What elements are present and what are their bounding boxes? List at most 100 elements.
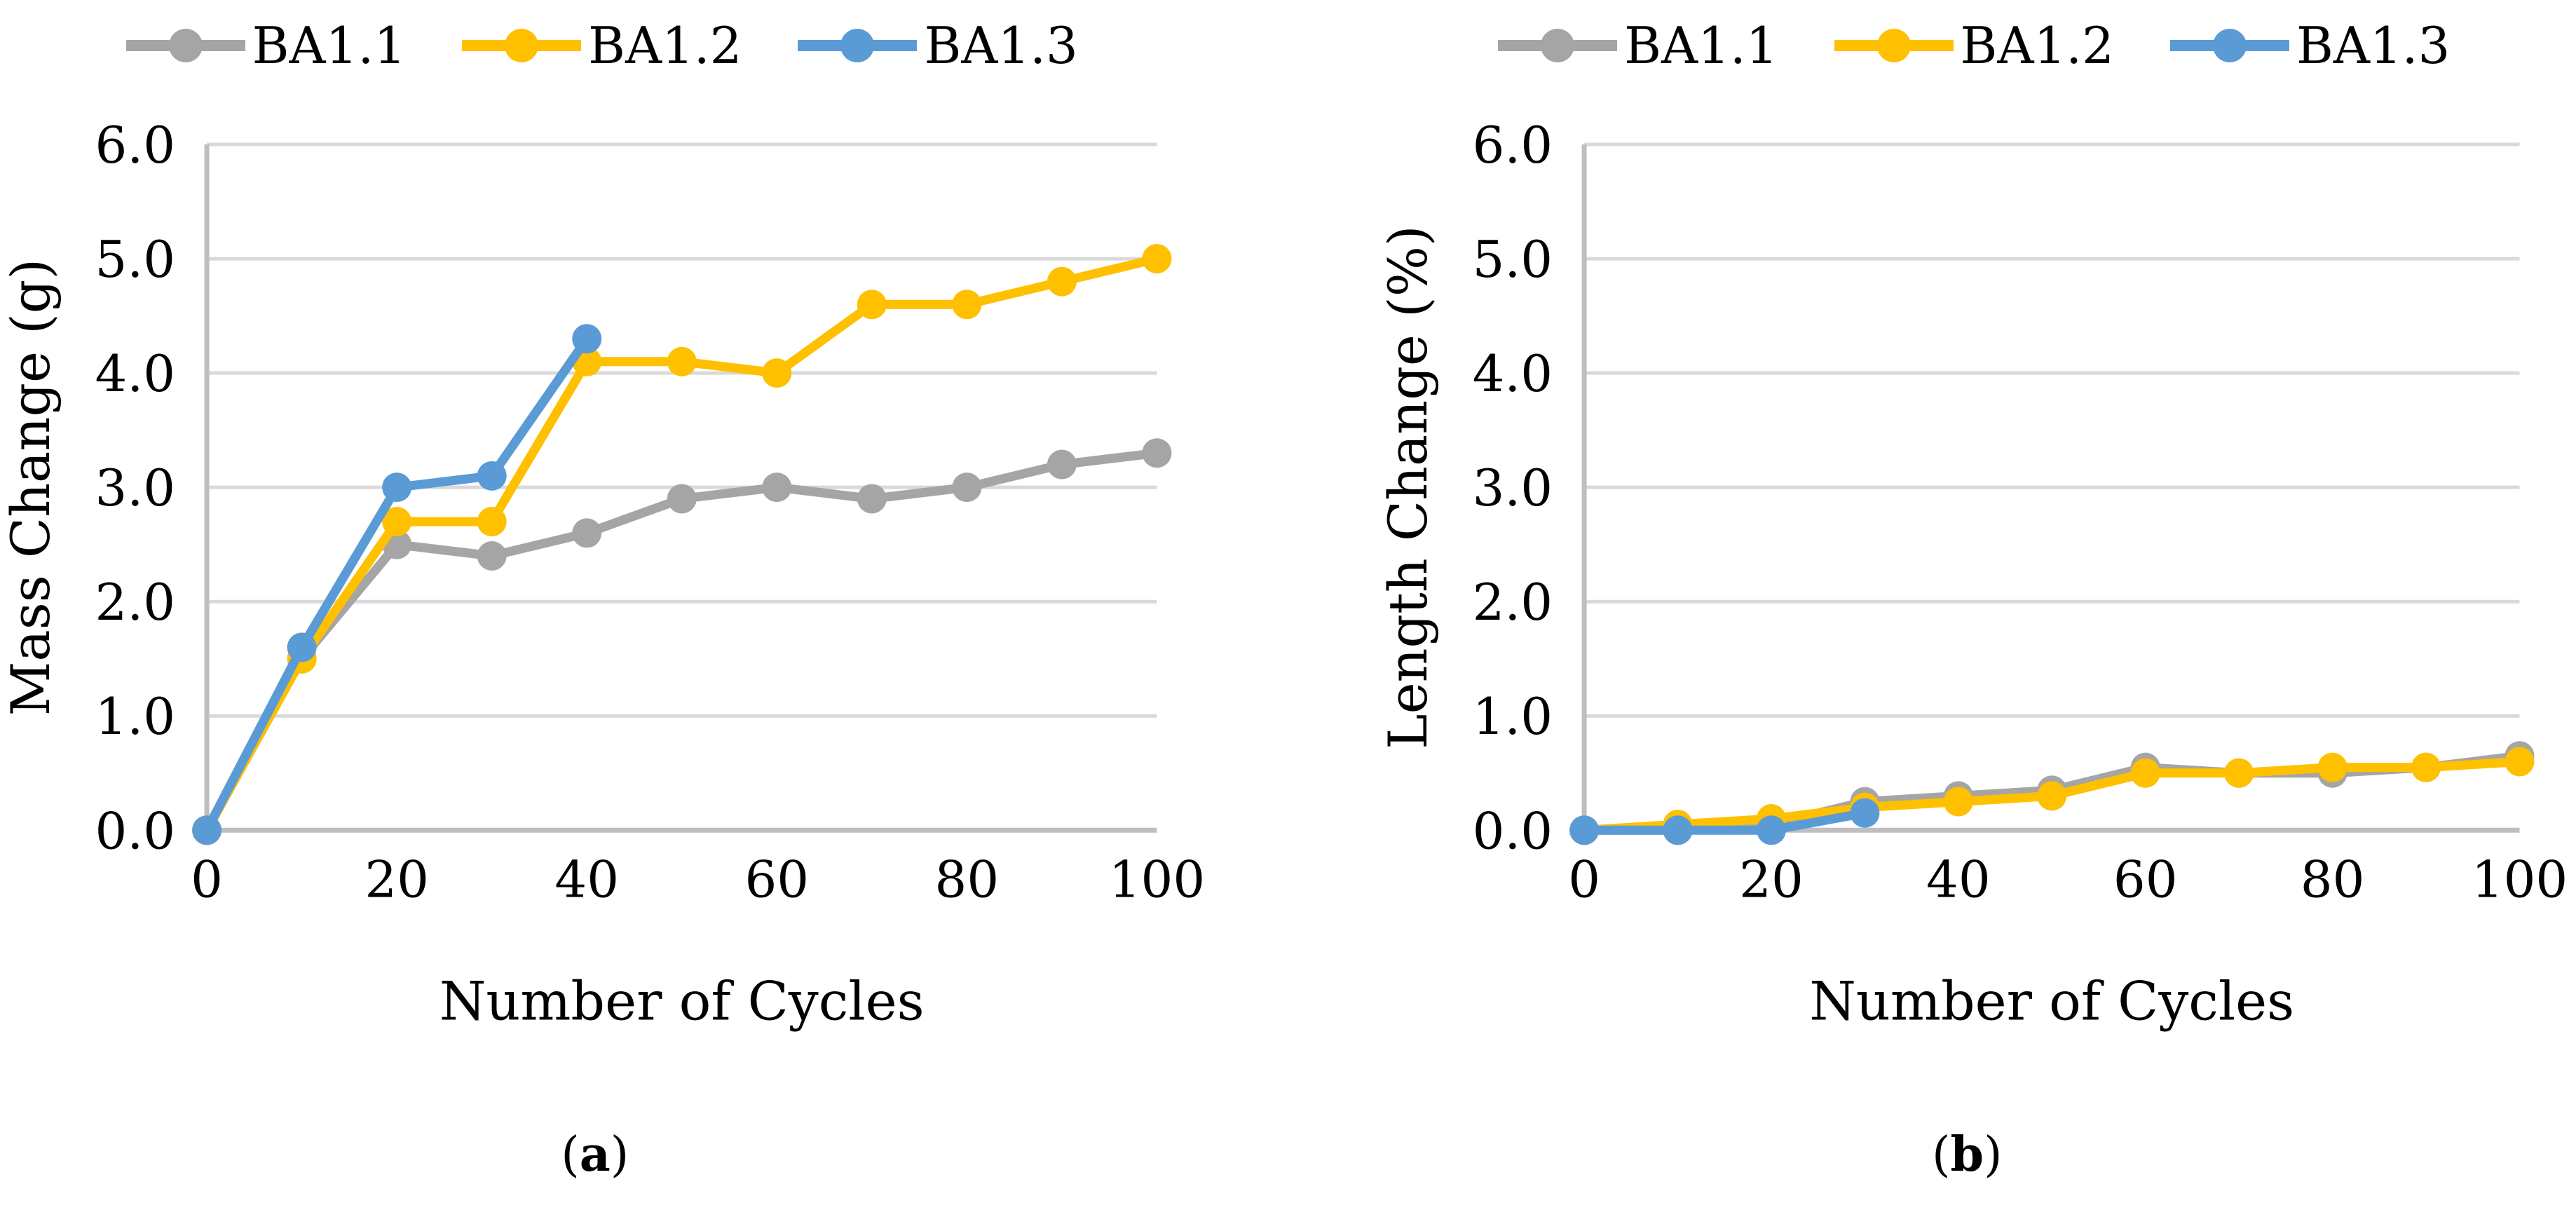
panel-a: BA1.1 BA1.2 BA1.3 0.0 1.0 2.0 3.0 4.0 5.0 6.0 0 20…: [0, 4, 1288, 1182]
data-point-BA1.2-x30: [477, 507, 507, 537]
legend-b: BA1.1 BA1.2 BA1.3: [1498, 4, 2450, 87]
data-point-BA1.2-x100: [1142, 244, 1172, 274]
data-point-BA1.2-x60: [762, 358, 792, 388]
data-point-BA1.2-x50: [2036, 781, 2066, 811]
legend-dot-icon: [840, 29, 875, 62]
y-tick-label: 6.0: [1472, 116, 1553, 175]
legend-marker-icon: [1498, 29, 1618, 62]
legend-dot-icon: [1541, 29, 1575, 62]
legend-item-BA1.2: BA1.2: [462, 20, 742, 71]
x-tick-label: 0: [1568, 850, 1600, 909]
legend-label: BA1.3: [924, 16, 1078, 75]
series-line-BA1.3: [202, 334, 592, 835]
data-point-BA1.2-x60: [2130, 758, 2160, 788]
legend-item-BA1.3: BA1.3: [2169, 16, 2451, 75]
chart-a: 0.0 1.0 2.0 3.0 4.0 5.0 6.0 0 20 40 60 80 100 Mass Ch…: [0, 87, 1288, 1068]
data-point-BA1.3-x20: [1756, 815, 1786, 845]
legend-dot-icon: [505, 29, 539, 62]
chart-b: 0.0 1.0 2.0 3.0 4.0 5.0 6.0 0 20 40 60 80 100 Length …: [1288, 87, 2576, 1068]
data-point-BA1.3-x10: [1663, 815, 1693, 845]
legend-label: BA1.3: [2296, 16, 2451, 75]
y-tick-label: 3.0: [1472, 458, 1553, 517]
series-line-BA1.2: [202, 254, 1161, 835]
legend-dot-icon: [2212, 29, 2247, 62]
caption-b: (b): [1932, 1129, 2003, 1182]
data-point-BA1.1-x30: [477, 540, 507, 571]
data-point-BA1.3-x0: [192, 815, 222, 845]
legend-a: BA1.1 BA1.2 BA1.3: [125, 4, 1078, 87]
legend-label: BA1.1: [1624, 16, 1778, 75]
data-point-BA1.1-x90: [1047, 449, 1077, 480]
legend-item-BA1.2: BA1.2: [1834, 20, 2114, 71]
data-point-BA1.2-x50: [667, 346, 697, 376]
chart-a-svg: 0.0 1.0 2.0 3.0 4.0 5.0 6.0 0 20 40 60 80 100 Mass Ch…: [0, 116, 1205, 1032]
data-point-BA1.1-x40: [572, 518, 602, 548]
y-tick-label: 5.0: [1472, 230, 1553, 289]
caption-b-open: (: [1931, 1127, 1951, 1183]
data-point-BA1.3-x30: [477, 461, 507, 491]
caption-b-letter: b: [1950, 1127, 1984, 1183]
legend-label: BA1.2: [1960, 16, 2114, 75]
legend-label: BA1.2: [588, 16, 742, 75]
legend-item-BA1.1: BA1.1: [1498, 20, 1778, 71]
data-point-BA1.1-x50: [667, 484, 697, 514]
x-tick-label: 20: [1739, 850, 1804, 909]
legend-marker-icon: [798, 29, 918, 62]
y-tick-label: 2.0: [95, 573, 176, 632]
x-tick-label: 40: [1926, 850, 1991, 909]
x-axis-title: Number of Cycles: [439, 970, 925, 1032]
x-tick-label: 40: [554, 850, 619, 909]
x-tick-label: 0: [191, 850, 223, 909]
x-axis-title: Number of Cycles: [1809, 970, 2294, 1032]
caption-a-close: ): [610, 1127, 629, 1183]
x-tick-label: 100: [2471, 850, 2567, 909]
data-point-BA1.2-x70: [857, 290, 887, 320]
x-tick-label: 60: [744, 850, 809, 909]
y-tick-label: 3.0: [95, 458, 176, 517]
data-point-BA1.1-x100: [1142, 438, 1172, 468]
data-point-BA1.2-x40: [1943, 787, 1973, 817]
x-tick-label: 80: [935, 850, 1000, 909]
data-point-BA1.2-x80: [952, 290, 982, 320]
y-tick-label: 1.0: [1472, 687, 1553, 746]
data-point-BA1.1-x60: [762, 472, 792, 503]
y-tick-label: 0.0: [95, 801, 176, 860]
x-tick-label: 20: [364, 850, 429, 909]
x-tick-label: 100: [1109, 850, 1205, 909]
legend-marker-icon: [1834, 29, 1954, 62]
y-tick-label: 4.0: [95, 344, 176, 403]
legend-dot-icon: [1876, 29, 1911, 62]
caption-b-close: ): [1984, 1127, 2003, 1183]
legend-item-BA1.1: BA1.1: [125, 16, 407, 75]
legend-item-BA1.3: BA1.3: [798, 16, 1078, 75]
data-point-BA1.2-x100: [2504, 747, 2534, 777]
data-point-BA1.3-x0: [1569, 815, 1599, 845]
data-point-BA1.3-x40: [572, 324, 602, 354]
data-point-BA1.2-x70: [2223, 758, 2254, 788]
y-tick-label: 0.0: [1472, 801, 1553, 860]
data-point-BA1.1-x70: [857, 484, 887, 514]
legend-marker-icon: [125, 29, 245, 62]
x-tick-label: 80: [2300, 850, 2364, 909]
legend-marker-icon: [2169, 29, 2289, 62]
panel-b: BA1.1 BA1.2 BA1.3 0.0 1.0 2.0 3.0 4.0 5.0 6.0 0 20…: [1288, 0, 2576, 1224]
y-axis-title: Length Change (%): [1377, 225, 1439, 749]
data-point-BA1.2-x90: [2411, 752, 2441, 782]
y-tick-label: 1.0: [95, 687, 176, 746]
y-tick-label: 5.0: [95, 230, 176, 289]
data-point-BA1.2-x20: [382, 507, 412, 537]
data-point-BA1.1-x80: [952, 472, 982, 503]
data-point-BA1.3-x30: [1849, 798, 1879, 828]
y-axis-title: Mass Change (g): [0, 259, 62, 716]
chart-b-svg: 0.0 1.0 2.0 3.0 4.0 5.0 6.0 0 20 40 60 80 100 Length …: [1377, 116, 2568, 1032]
data-point-BA1.3-x20: [382, 472, 412, 503]
x-tick-label: 60: [2113, 850, 2177, 909]
data-point-BA1.3-x10: [287, 632, 317, 662]
caption-a: (a): [561, 1129, 629, 1182]
y-tick-label: 6.0: [95, 116, 176, 175]
series-line-BA1.3: [1579, 808, 1869, 835]
legend-dot-icon: [168, 29, 203, 62]
legend-label: BA1.1: [252, 16, 407, 75]
data-point-BA1.2-x90: [1047, 266, 1077, 297]
